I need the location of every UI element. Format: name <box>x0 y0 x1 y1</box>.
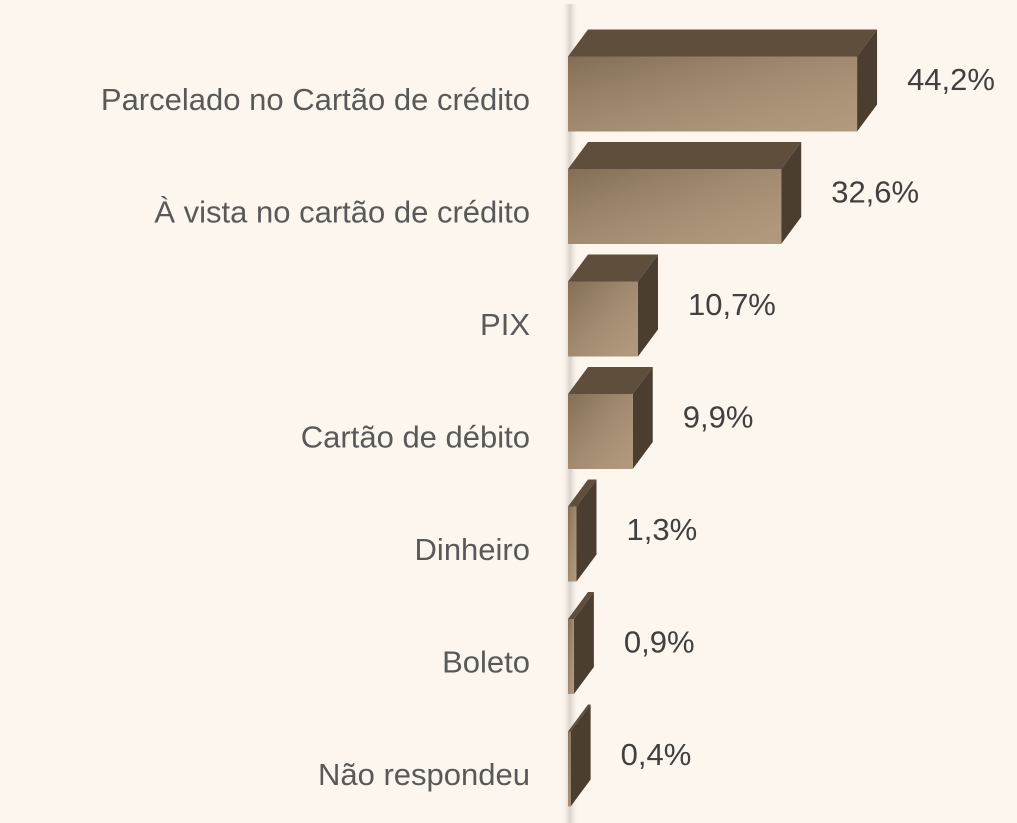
category-label: Dinheiro <box>415 532 530 567</box>
bar-shade <box>568 731 571 807</box>
category-label: Cartão de débito <box>301 420 530 455</box>
category-label: À vista no cartão de crédito <box>154 195 530 230</box>
bar-side <box>632 367 653 469</box>
bar-shade <box>568 394 633 469</box>
bar-top <box>568 142 802 169</box>
bar-shade <box>568 281 638 357</box>
data-label: 0,4% <box>621 737 692 772</box>
bar-side <box>781 142 802 244</box>
data-label: 32,6% <box>831 175 919 210</box>
bar-shade <box>568 506 577 582</box>
data-label: 0,9% <box>624 625 695 660</box>
bar-top <box>568 367 653 394</box>
data-label: 44,2% <box>907 62 995 97</box>
category-label: Não respondeu <box>318 757 530 792</box>
bar-side <box>570 704 591 807</box>
bar-side <box>573 592 594 694</box>
bar-side <box>637 254 658 357</box>
bar-shade <box>568 619 574 694</box>
bar-top <box>568 254 658 282</box>
category-label: Parcelado no Cartão de crédito <box>101 82 530 117</box>
category-label: PIX <box>480 307 530 342</box>
bar-side <box>857 29 878 132</box>
bar-top <box>568 29 878 57</box>
bar-shade <box>568 169 782 244</box>
category-label: Boleto <box>442 645 530 680</box>
data-label: 9,9% <box>683 400 754 435</box>
bar-top <box>568 592 594 619</box>
data-label: 10,7% <box>688 287 776 322</box>
bar-shade <box>568 56 858 132</box>
bar-top <box>568 479 597 507</box>
data-label: 1,3% <box>627 512 698 547</box>
bar-top <box>568 704 591 732</box>
bar-side <box>576 479 597 582</box>
